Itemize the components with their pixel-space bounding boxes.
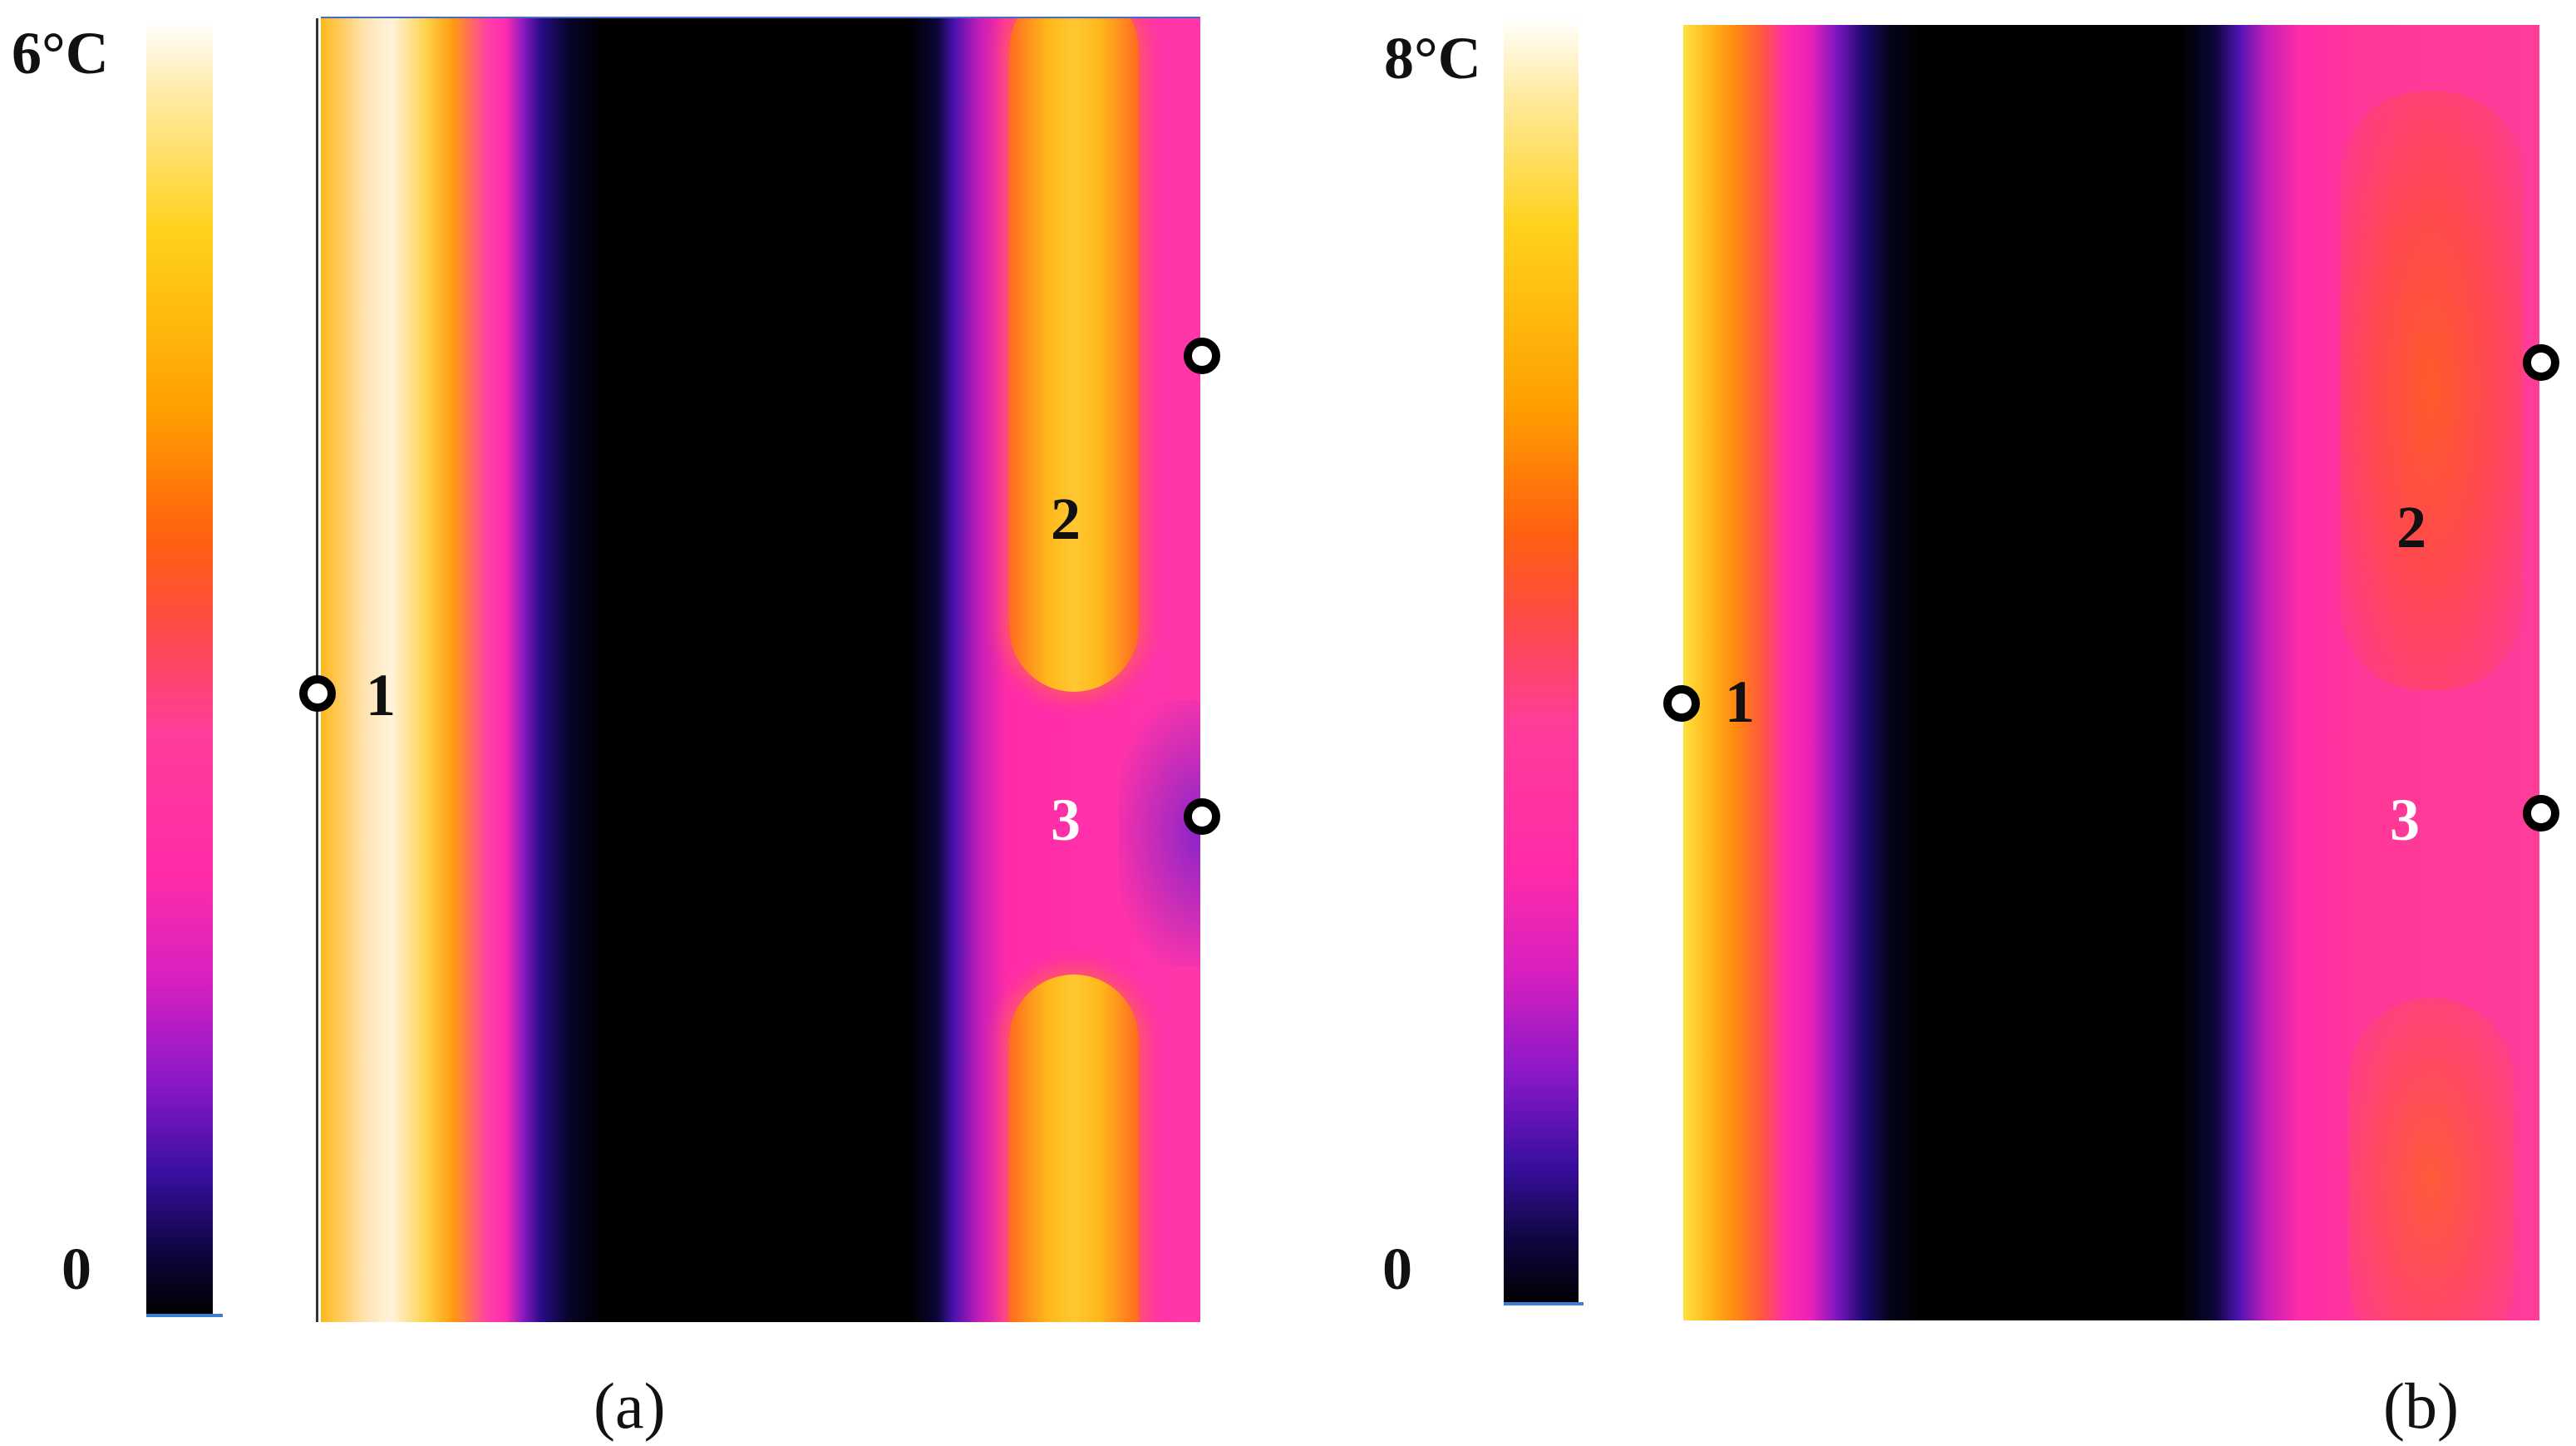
caption-a: (a): [594, 1370, 666, 1442]
measurement-point-2-a: [1184, 338, 1220, 374]
thermogram-panel-a: 6°C 0 1 2 3 (a): [12, 17, 1220, 1442]
top-line-a: [321, 17, 1200, 19]
measurement-point-3-b: [2523, 795, 2559, 832]
measurement-point-3-a: [1184, 798, 1220, 835]
marker-label-1-a: 1: [366, 662, 396, 728]
scale-max-label-a: 6°C: [12, 20, 109, 86]
scale-min-label-b: 0: [1382, 1236, 1412, 1302]
marker-label-3-b: 3: [2390, 787, 2420, 853]
thermogram-panel-b: 8°C 0 1 2 3 (b): [1288, 0, 2576, 1446]
thermal-map-a: [321, 18, 1200, 1322]
colorbar-underline-a: [146, 1314, 223, 1317]
colorbar-b: [1504, 18, 1579, 1305]
measurement-point-1-a: [299, 675, 336, 712]
measurement-point-2-b: [2523, 344, 2559, 381]
marker-label-2-b: 2: [2396, 494, 2426, 560]
measurement-point-1-b: [1663, 685, 1700, 722]
marker-label-3-a: 3: [1051, 787, 1081, 853]
scale-min-label-a: 0: [62, 1236, 91, 1302]
warm-lobe-lower-a: [1009, 975, 1139, 1322]
cool-edge-a: [1119, 700, 1200, 966]
scale-max-label-b: 8°C: [1384, 25, 1481, 91]
warm-region-lower-b: [2348, 998, 2514, 1320]
thermal-map-b: [1683, 25, 2539, 1320]
warm-region-upper-b: [2340, 91, 2523, 690]
colorbar-underline-b: [1504, 1302, 1584, 1305]
colorbar-a: [146, 22, 213, 1315]
marker-label-2-a: 2: [1051, 486, 1081, 552]
axis-line-a: [316, 18, 318, 1322]
marker-label-1-b: 1: [1725, 669, 1755, 735]
warm-lobe-upper-a: [1009, 18, 1139, 692]
caption-b: (b): [2383, 1370, 2459, 1442]
